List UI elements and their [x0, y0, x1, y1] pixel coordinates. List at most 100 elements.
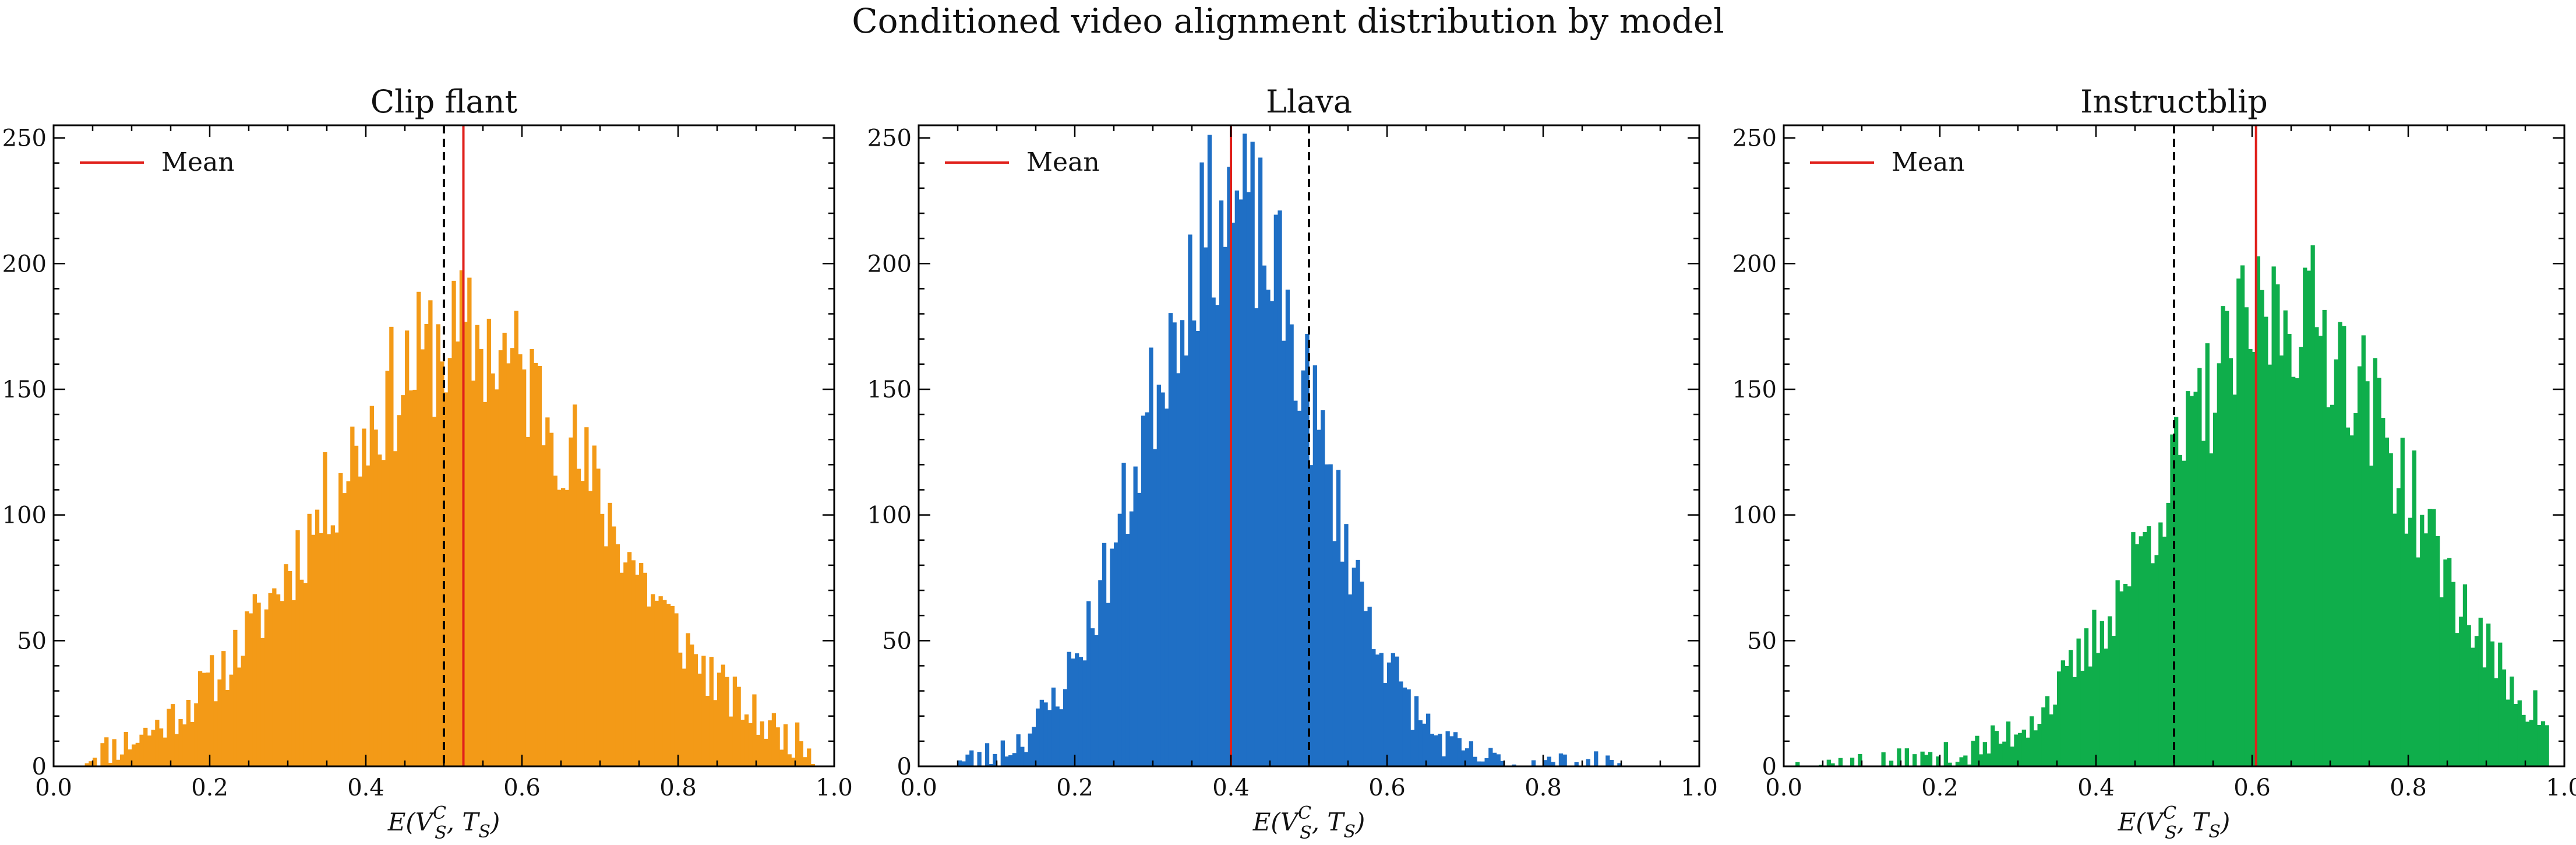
histogram-bar [2038, 724, 2042, 766]
histogram-bar [2314, 327, 2319, 766]
histogram-bar [690, 645, 694, 766]
histogram-bar [1091, 628, 1095, 766]
histogram-bar [304, 583, 308, 766]
histogram-bar [2475, 636, 2479, 766]
histogram-bar [2451, 582, 2455, 766]
histogram-bar [2486, 624, 2490, 766]
histogram-bar [2424, 533, 2428, 766]
y-tick-label: 200 [867, 251, 912, 277]
histogram-bar [807, 748, 811, 766]
histogram-bar [397, 415, 401, 766]
histogram-bar [2275, 284, 2279, 766]
histogram-bar [2311, 245, 2315, 766]
histogram-bar [2471, 647, 2475, 766]
histogram-bar [1266, 290, 1270, 766]
histogram-bar [1532, 761, 1536, 766]
histogram-bar [1125, 534, 1130, 766]
histogram-bar [1063, 689, 1067, 766]
histogram-bar [483, 402, 487, 766]
histogram-bar [2143, 532, 2147, 766]
histogram-bar [2119, 592, 2123, 766]
histogram-bar [1488, 748, 1492, 766]
histogram-bar [178, 719, 182, 766]
histogram-bar [2502, 670, 2506, 766]
histogram-bar [1368, 607, 1372, 766]
histogram-bar [327, 534, 331, 766]
histogram-bar [1130, 512, 1134, 766]
histogram-bar [803, 757, 807, 766]
histogram-bar [2272, 266, 2276, 766]
histogram-bar [2147, 526, 2151, 766]
histogram-bar [799, 741, 803, 766]
histogram-bar [2443, 559, 2447, 766]
histogram-bar [405, 330, 409, 766]
histogram-bar [674, 613, 678, 766]
histogram-bar [737, 687, 741, 766]
histogram-bar [1407, 689, 1411, 766]
histogram-bar [2436, 536, 2440, 766]
histogram-bar [729, 717, 733, 766]
histogram-bar [651, 594, 655, 766]
histogram-bar [1453, 732, 1458, 766]
histogram-bar [280, 601, 284, 766]
histogram-bar [2131, 532, 2135, 766]
histogram-bar [269, 593, 273, 766]
histogram-bar [2225, 311, 2229, 766]
histogram-bar [526, 437, 530, 766]
histogram-bar [2260, 290, 2264, 766]
histogram-bar [260, 638, 264, 766]
histogram-bar [1086, 601, 1091, 766]
histogram-bar [744, 714, 749, 766]
histogram-bar [1332, 541, 1336, 766]
histogram-bar [100, 743, 104, 766]
histogram-bar [1297, 411, 1301, 766]
histogram-bar [292, 600, 296, 766]
histogram-bar [620, 573, 624, 766]
histogram-bar [2116, 580, 2120, 766]
histogram-bar [186, 700, 190, 766]
histogram-bar [1414, 696, 1418, 766]
histogram-bar [752, 695, 756, 766]
histogram-bar [230, 675, 234, 766]
histogram-bar [1188, 234, 1192, 766]
histogram-bar [1235, 191, 1239, 766]
x-tick-label: 0.4 [2077, 774, 2115, 801]
histogram-bar [779, 749, 784, 766]
histogram-bar [2190, 396, 2194, 766]
histogram-bar [1379, 653, 1384, 766]
histogram-bar [1262, 266, 1266, 766]
histogram-bar [1473, 757, 1477, 766]
histogram-bar [1199, 163, 1204, 766]
histogram-bar [206, 673, 210, 766]
histogram-bar [2358, 367, 2362, 766]
histogram-bar [2221, 306, 2225, 766]
histogram-bar [136, 743, 140, 766]
histogram-bar [1219, 200, 1223, 766]
histogram-bar [596, 469, 600, 766]
histogram-bar [1056, 706, 1060, 766]
histogram-bar [2069, 650, 2073, 766]
histogram-bar [1446, 731, 1450, 766]
histogram-bar [2420, 515, 2424, 766]
histogram-bar [1418, 720, 1423, 766]
y-tick-label: 200 [2, 251, 47, 277]
histogram-bar [2494, 678, 2498, 766]
histogram-bar [1547, 756, 1551, 766]
histogram-bar [393, 451, 397, 766]
histogram-bar [295, 530, 299, 766]
histogram-bar [323, 452, 327, 766]
histogram-bar [553, 476, 557, 766]
histogram-bar [2092, 610, 2096, 766]
x-tick-label: 0.6 [1368, 774, 1406, 801]
histogram-bar [2025, 738, 2030, 766]
histogram-bar [1610, 760, 1614, 766]
histogram-bar [2123, 584, 2127, 766]
histogram-bar [600, 514, 604, 766]
histogram-bar [225, 690, 230, 766]
histogram-bar [506, 363, 510, 766]
histogram-bar [1383, 683, 1387, 766]
histogram-bar [1458, 738, 1462, 766]
y-tick-label: 0 [897, 754, 912, 780]
histogram-bar [1251, 142, 1255, 766]
histogram-bar [308, 514, 312, 766]
